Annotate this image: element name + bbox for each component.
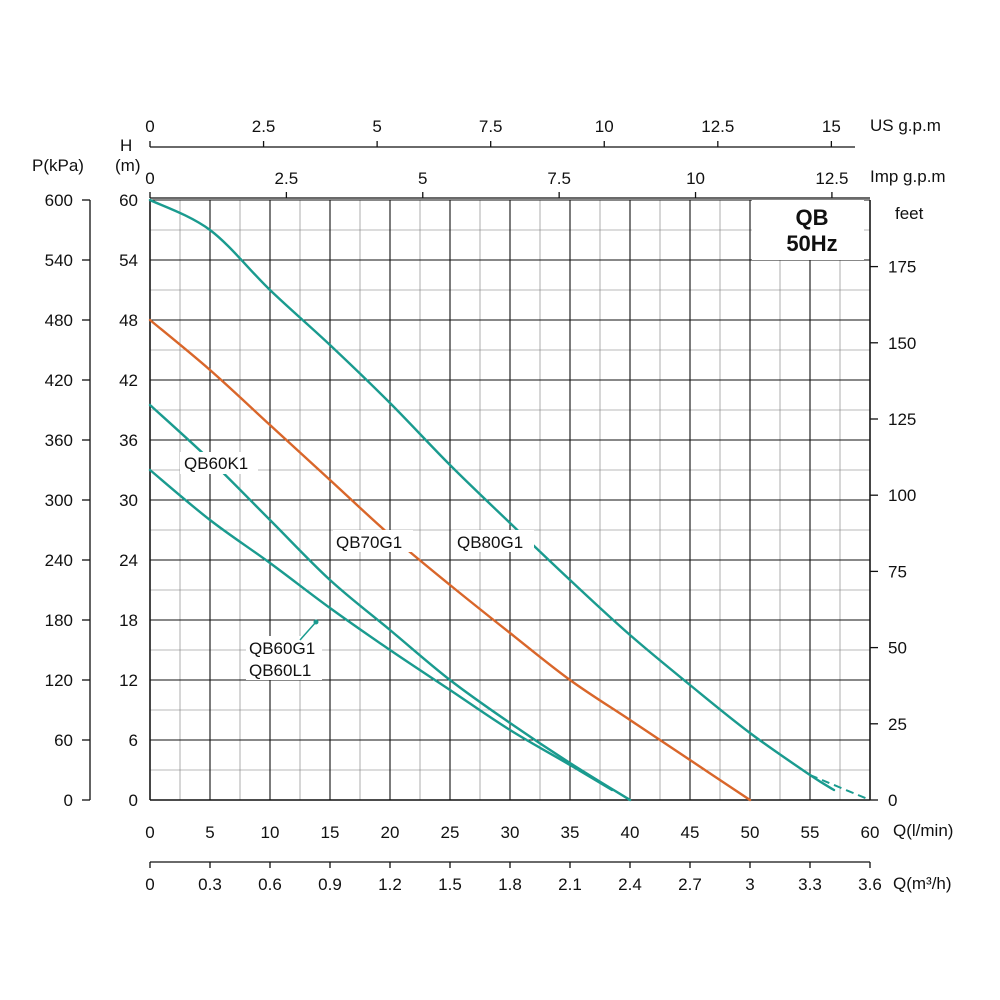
us-gpm-tick-label: 7.5 [479, 117, 503, 136]
q-lmin-tick-label: 20 [381, 823, 400, 842]
q-m3h-tick-label: 0 [145, 875, 154, 894]
feet-tick-label: 175 [888, 258, 916, 277]
feet-tick-label: 125 [888, 410, 916, 429]
unit-p-kpa: P(kPa) [32, 156, 84, 175]
feet-tick-label: 0 [888, 791, 897, 810]
curve-qb70g1 [148, 318, 752, 802]
h-tick-label: 36 [119, 431, 138, 450]
q-m3h-tick-label: 1.2 [378, 875, 402, 894]
q-lmin-tick-label: 45 [681, 823, 700, 842]
axes [82, 141, 878, 868]
unit-feet: feet [895, 204, 924, 223]
h-tick-label: 12 [119, 671, 138, 690]
feet-tick-label: 75 [888, 562, 907, 581]
p-tick-label: 240 [45, 551, 73, 570]
curve-qb80g1-dashed-tail [809, 774, 871, 801]
feet-tick-label: 25 [888, 715, 907, 734]
us-gpm-tick-label: 0 [145, 117, 154, 136]
q-lmin-tick-label: 30 [501, 823, 520, 842]
model-name: QB [796, 205, 829, 230]
h-tick-label: 24 [119, 551, 138, 570]
us-gpm-tick-label: 5 [372, 117, 381, 136]
feet-tick-label: 50 [888, 639, 907, 658]
unit-h-top: H [120, 136, 132, 155]
q-m3h-tick-label: 0.3 [198, 875, 222, 894]
q-lmin-tick-label: 35 [561, 823, 580, 842]
q-lmin-tick-label: 40 [621, 823, 640, 842]
imp-gpm-tick-label: 5 [418, 169, 427, 188]
h-tick-label: 60 [119, 191, 138, 210]
q-m3h-tick-label: 2.1 [558, 875, 582, 894]
q-m3h-tick-label: 3.6 [858, 875, 882, 894]
h-tick-label: 18 [119, 611, 138, 630]
imp-gpm-tick-label: 2.5 [275, 169, 299, 188]
curve-qb80g1 [148, 198, 836, 792]
label-qb80g1: QB80G1 [457, 533, 523, 552]
q-lmin-tick-label: 5 [205, 823, 214, 842]
tick-labels: 0612182430364248546006012018024030036042… [45, 117, 917, 894]
p-tick-label: 300 [45, 491, 73, 510]
q-lmin-tick-label: 25 [441, 823, 460, 842]
p-tick-label: 120 [45, 671, 73, 690]
curve-qb60g1-qb60l1 [148, 468, 614, 792]
p-tick-label: 600 [45, 191, 73, 210]
label-qb60l1: QB60L1 [249, 661, 311, 680]
q-m3h-tick-label: 3 [745, 875, 754, 894]
feet-tick-label: 150 [888, 334, 916, 353]
unit-us-gpm: US g.p.m [870, 116, 941, 135]
q-m3h-tick-label: 0.9 [318, 875, 342, 894]
q-m3h-tick-label: 2.4 [618, 875, 642, 894]
us-gpm-tick-label: 12.5 [701, 117, 734, 136]
p-tick-label: 60 [54, 731, 73, 750]
q-m3h-tick-label: 0.6 [258, 875, 282, 894]
p-tick-label: 0 [64, 791, 73, 810]
h-tick-label: 6 [129, 731, 138, 750]
model-box [752, 200, 864, 260]
label-qb60g1: QB60G1 [249, 639, 315, 658]
unit-imp-gpm: Imp g.p.m [870, 167, 946, 186]
q-lmin-tick-label: 0 [145, 823, 154, 842]
imp-gpm-tick-label: 10 [686, 169, 705, 188]
p-tick-label: 540 [45, 251, 73, 270]
q-m3h-tick-label: 3.3 [798, 875, 822, 894]
imp-gpm-tick-label: 7.5 [547, 169, 571, 188]
unit-h-bottom: (m) [115, 156, 140, 175]
imp-gpm-tick-label: 0 [145, 169, 154, 188]
h-tick-label: 30 [119, 491, 138, 510]
p-tick-label: 480 [45, 311, 73, 330]
h-tick-label: 42 [119, 371, 138, 390]
p-tick-label: 360 [45, 431, 73, 450]
q-lmin-tick-label: 60 [861, 823, 880, 842]
q-lmin-tick-label: 15 [321, 823, 340, 842]
q-m3h-tick-label: 2.7 [678, 875, 702, 894]
label-qb60k1: QB60K1 [184, 454, 248, 473]
imp-gpm-tick-label: 12.5 [815, 169, 848, 188]
p-tick-label: 420 [45, 371, 73, 390]
q-lmin-tick-label: 50 [741, 823, 760, 842]
q-m3h-tick-label: 1.5 [438, 875, 462, 894]
h-tick-label: 0 [129, 791, 138, 810]
q-m3h-tick-label: 1.8 [498, 875, 522, 894]
q-lmin-tick-label: 55 [801, 823, 820, 842]
unit-q-m3h: Q(m³/h) [893, 874, 952, 893]
us-gpm-tick-label: 2.5 [252, 117, 276, 136]
h-tick-label: 48 [119, 311, 138, 330]
p-tick-label: 180 [45, 611, 73, 630]
label-qb70g1: QB70G1 [336, 533, 402, 552]
unit-q-lmin: Q(l/min) [893, 821, 953, 840]
us-gpm-tick-label: 15 [822, 117, 841, 136]
label-leader-qb60 [299, 621, 317, 641]
h-tick-label: 54 [119, 251, 138, 270]
label-leader-dot [313, 619, 319, 625]
model-frequency: 50Hz [786, 231, 837, 256]
us-gpm-tick-label: 10 [595, 117, 614, 136]
q-lmin-tick-label: 10 [261, 823, 280, 842]
feet-tick-label: 100 [888, 486, 916, 505]
